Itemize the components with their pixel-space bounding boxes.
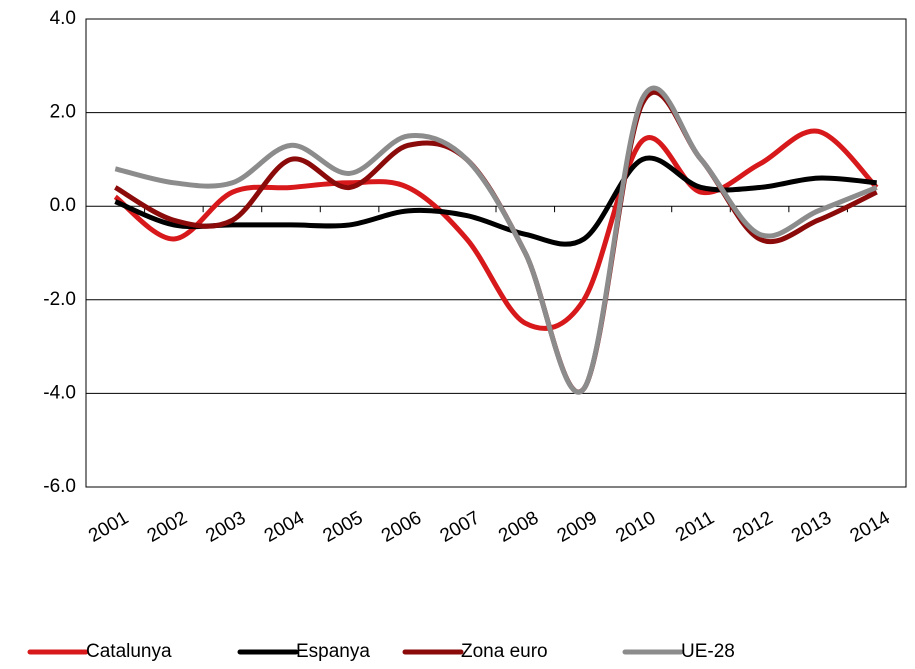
y-tick-label: 4.0 (50, 8, 76, 29)
plot-frame (85, 18, 907, 488)
y-tick-label: -2.0 (43, 289, 76, 310)
series-line (114, 89, 878, 395)
x-tick-label: 2001 (85, 507, 132, 546)
x-tick-label: 2011 (672, 507, 718, 546)
y-tick-label: -4.0 (43, 382, 76, 403)
legend-label: Espanya (296, 641, 370, 662)
x-tick-label: 2013 (788, 507, 835, 546)
legend-label: UE-28 (681, 641, 735, 662)
x-tick-label: 2014 (847, 507, 894, 547)
x-tick-label: 2002 (144, 507, 191, 546)
x-tick-label: 2008 (495, 507, 542, 546)
x-tick-label: 2003 (202, 507, 249, 546)
y-tick-label: -6.0 (43, 476, 76, 497)
x-tick-label: 2005 (319, 507, 366, 546)
x-tick-label: 2012 (729, 507, 776, 546)
x-tick-label: 2004 (261, 507, 308, 547)
x-tick-label: 2007 (437, 507, 484, 546)
x-tick-label: 2006 (378, 507, 425, 546)
legend-label: Catalunya (86, 641, 172, 662)
series-line (113, 128, 879, 331)
series-line (114, 85, 878, 395)
x-tick-label: 2010 (612, 507, 659, 546)
y-tick-label: 0.0 (50, 195, 76, 216)
legend-label: Zona euro (461, 641, 548, 662)
y-tick-label: 2.0 (50, 102, 76, 123)
x-tick-label: 2009 (554, 507, 601, 546)
